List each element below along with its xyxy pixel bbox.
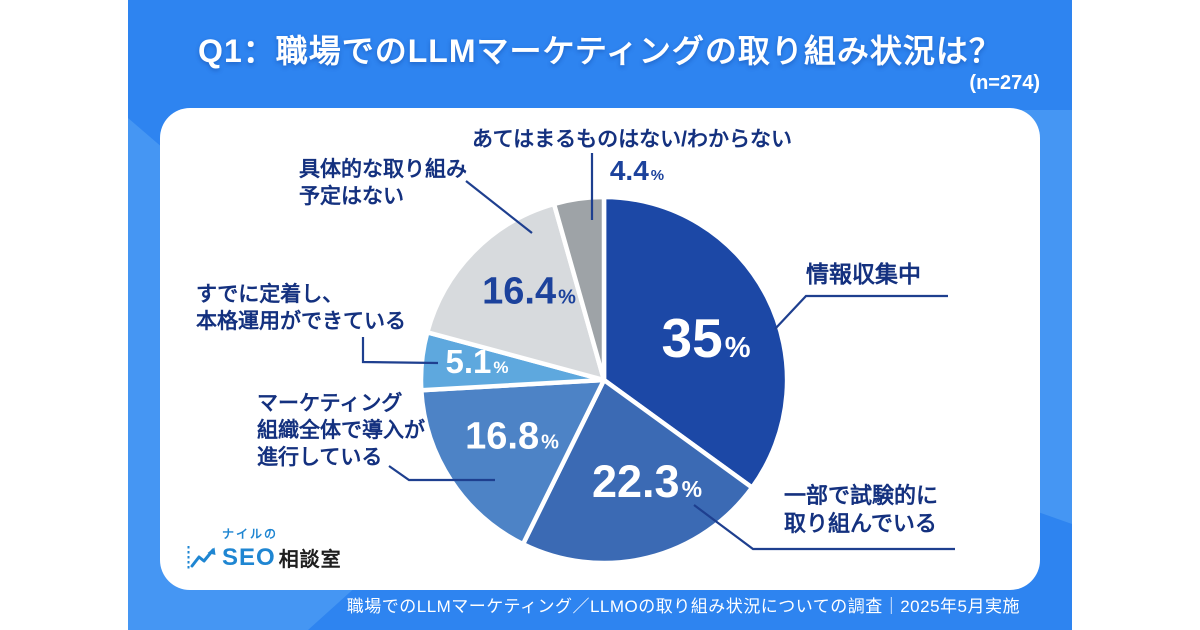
page-title: Q1：職場でのLLMマーケティングの取り組み状況は？ (198, 33, 1002, 69)
slice-label-sudeni-teichaku: すでに定着し、 本格運用ができている (196, 283, 406, 333)
logo-brand-jp: 相談室 (278, 549, 342, 571)
line-chart-arrow-icon (186, 544, 218, 572)
slice-label-ichibu-shiken: 一部で試験的に 取り組んでいる (784, 483, 939, 537)
brand-logo: ナイルの SEO 相談室 (186, 525, 342, 572)
pie-slice-4 (425, 201, 607, 383)
slice-label-gutaiteki-yotei: 具体的な取り組み 予定はない (299, 158, 467, 208)
slice-value-16-4: 16.4% (482, 270, 576, 313)
logo-brand-en: SEO (222, 543, 276, 571)
slice-label-jouhou-shushu: 情報収集中 (806, 261, 921, 287)
leader-line-2 (388, 465, 495, 482)
footer-caption: 職場でのLLMマーケティング／LLMOの取り組み状況についての調査｜2025年5… (346, 597, 1020, 616)
logo-reading-text: ナイルの (222, 527, 279, 541)
slice-value-5-1: 5.1% (445, 343, 509, 380)
leader-line-4 (465, 180, 533, 234)
slice-value-16-8: 16.8% (465, 415, 559, 458)
pie-slice-1 (520, 377, 755, 566)
pie-slice-0 (601, 194, 790, 490)
sample-size-label: (n=274) (969, 72, 1040, 94)
slice-value-4-4: 4.4% (609, 155, 665, 186)
leader-line-3 (361, 337, 439, 365)
slice-label-marketing-zentai: マーケティング 組織全体で導入が 進行している (257, 392, 425, 469)
slice-value-35: 35% (661, 307, 751, 369)
slice-value-22-3: 22.3% (591, 456, 703, 507)
leader-line-0 (774, 294, 948, 330)
leader-line-1 (693, 504, 955, 551)
slice-label-atehamaranai: あてはまるものはない/わからない (472, 128, 792, 151)
pie-slice-5 (551, 194, 607, 383)
